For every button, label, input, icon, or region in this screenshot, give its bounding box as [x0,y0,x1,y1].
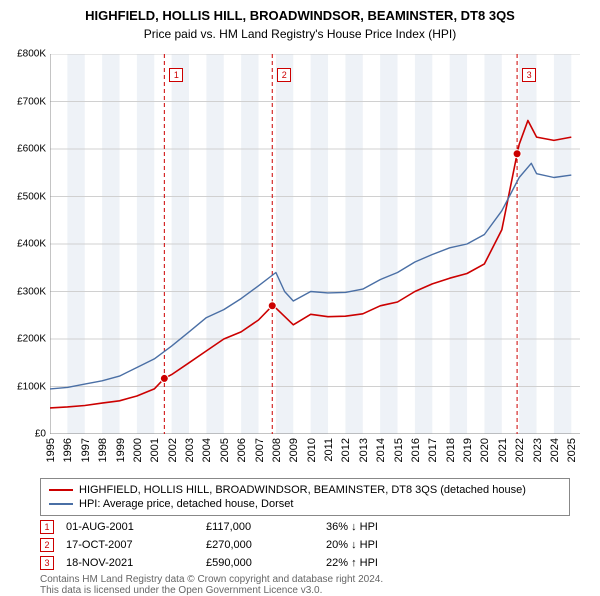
y-tick-label: £700K [17,96,46,107]
chart-svg [50,54,580,434]
x-tick-label: 2016 [410,438,422,462]
x-tick-label: 1999 [115,438,127,462]
x-tick-label: 1995 [45,438,57,462]
x-tick-label: 2010 [306,438,318,462]
x-tick-label: 2002 [167,438,179,462]
annotation-badge: 1 [40,520,54,534]
legend-item: HIGHFIELD, HOLLIS HILL, BROADWINDSOR, BE… [49,483,561,497]
x-tick-label: 2024 [549,438,561,462]
x-tick-label: 2007 [254,438,266,462]
x-tick-label: 2015 [393,438,405,462]
x-tick-label: 2012 [340,438,352,462]
annotation-badge: 2 [40,538,54,552]
sale-marker-badge: 2 [277,68,291,82]
chart-subtitle: Price paid vs. HM Land Registry's House … [0,23,600,41]
x-tick-label: 2025 [566,438,578,462]
x-tick-label: 2001 [149,438,161,462]
x-tick-label: 2011 [323,438,335,462]
annotation-relative: 36% ↓ HPI [326,521,378,533]
y-tick-label: £400K [17,239,46,250]
x-tick-label: 1998 [97,438,109,462]
annotation-price: £117,000 [206,521,326,533]
annotations-table: 1 01-AUG-2001£117,00036% ↓ HPI 2 17-OCT-200… [40,518,570,572]
annotation-badge: 3 [40,556,54,570]
annotation-relative: 20% ↓ HPI [326,539,378,551]
x-tick-label: 2017 [427,438,439,462]
chart-title: HIGHFIELD, HOLLIS HILL, BROADWINDSOR, BE… [0,0,600,23]
x-tick-label: 2019 [462,438,474,462]
y-tick-label: £200K [17,334,46,345]
x-tick-label: 2000 [132,438,144,462]
x-tick-label: 2006 [236,438,248,462]
annotation-date: 17-OCT-2007 [66,539,206,551]
annotation-date: 18-NOV-2021 [66,557,206,569]
x-tick-label: 2021 [497,438,509,462]
legend-swatch [49,489,73,491]
legend-swatch [49,503,73,505]
x-tick-label: 2014 [375,438,387,462]
annotation-row: 1 01-AUG-2001£117,00036% ↓ HPI [40,518,570,536]
chart-area: £0£100K£200K£300K£400K£500K£600K£700K£80… [50,54,580,434]
x-tick-label: 2008 [271,438,283,462]
legend-item: HPI: Average price, detached house, Dors… [49,497,561,511]
footer-text: Contains HM Land Registry data © Crown c… [40,574,383,596]
x-tick-label: 2023 [532,438,544,462]
legend-label: HPI: Average price, detached house, Dors… [79,498,293,510]
y-tick-label: £800K [17,49,46,60]
sale-marker-badge: 1 [169,68,183,82]
x-tick-label: 2009 [288,438,300,462]
annotation-row: 2 17-OCT-2007£270,00020% ↓ HPI [40,536,570,554]
sale-marker-badge: 3 [522,68,536,82]
legend-label: HIGHFIELD, HOLLIS HILL, BROADWINDSOR, BE… [79,484,526,496]
annotation-price: £590,000 [206,557,326,569]
annotation-row: 3 18-NOV-2021£590,00022% ↑ HPI [40,554,570,572]
annotation-date: 01-AUG-2001 [66,521,206,533]
y-tick-label: £500K [17,191,46,202]
x-tick-label: 1997 [80,438,92,462]
y-tick-label: £300K [17,286,46,297]
footer-line-1: Contains HM Land Registry data © Crown c… [40,574,383,585]
annotation-price: £270,000 [206,539,326,551]
legend: HIGHFIELD, HOLLIS HILL, BROADWINDSOR, BE… [40,478,570,516]
footer-line-2: This data is licensed under the Open Gov… [40,585,383,596]
x-tick-label: 1996 [62,438,74,462]
x-tick-label: 2020 [479,438,491,462]
x-tick-label: 2003 [184,438,196,462]
y-tick-label: £600K [17,144,46,155]
x-tick-label: 2004 [201,438,213,462]
x-tick-label: 2022 [514,438,526,462]
x-tick-label: 2005 [219,438,231,462]
x-tick-label: 2013 [358,438,370,462]
x-tick-label: 2018 [445,438,457,462]
y-tick-label: £100K [17,381,46,392]
annotation-relative: 22% ↑ HPI [326,557,378,569]
chart-container: HIGHFIELD, HOLLIS HILL, BROADWINDSOR, BE… [0,0,600,590]
